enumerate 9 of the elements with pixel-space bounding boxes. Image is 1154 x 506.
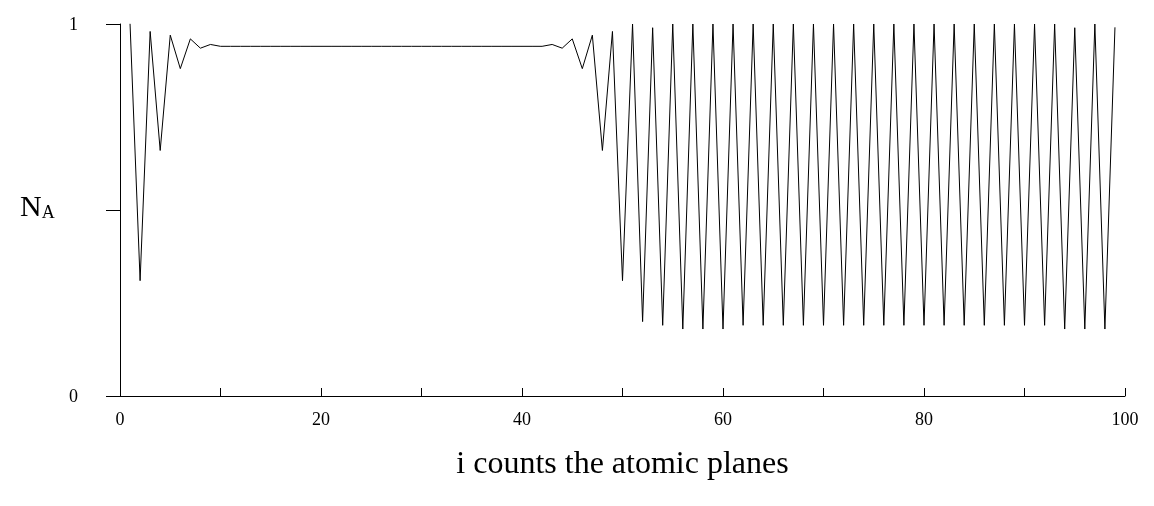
line-series bbox=[129, 23, 1116, 330]
x-tick-label: 100 bbox=[1111, 409, 1139, 429]
x-tick-label: 60 bbox=[714, 409, 732, 429]
x-tick-label: 80 bbox=[915, 409, 933, 429]
x-tick-label: 20 bbox=[312, 409, 330, 429]
y-tick-label: 1 bbox=[69, 14, 78, 34]
x-tick-label: 0 bbox=[115, 409, 125, 429]
x-tick-label: 40 bbox=[513, 409, 531, 429]
x-axis-title: i counts the atomic planes bbox=[456, 444, 789, 480]
